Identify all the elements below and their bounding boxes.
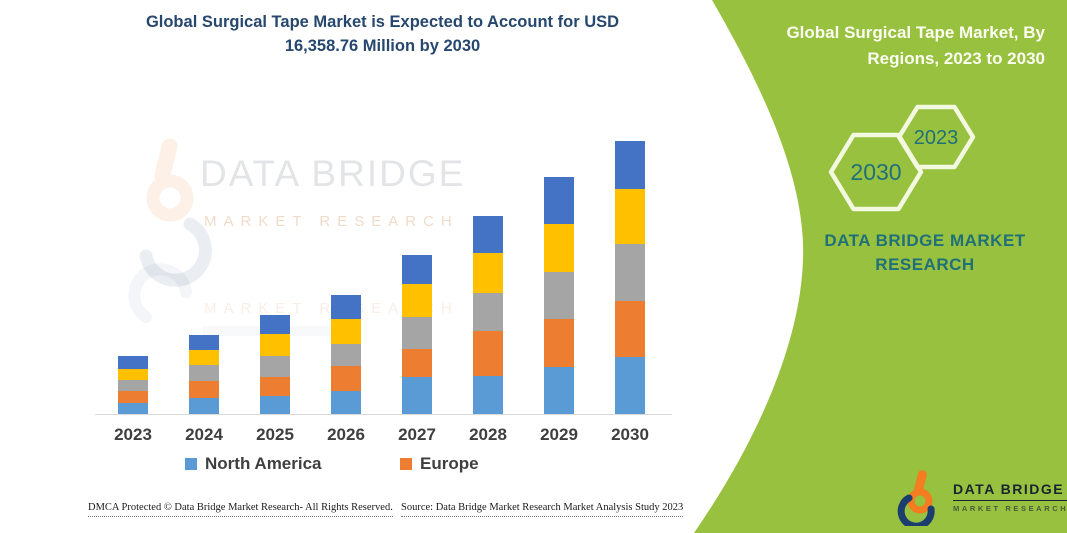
bar-2023-segment-4: [118, 369, 148, 380]
bar-2026-segment-1-north-america: [331, 390, 361, 414]
bar-2030-segment-3: [615, 243, 645, 301]
x-axis-label-2029: 2029: [540, 425, 578, 444]
bar-2024: [189, 335, 219, 414]
x-axis-line: [95, 414, 672, 415]
bar-2023-segment-5: [118, 356, 148, 369]
bar-2025-segment-2-europe: [260, 377, 290, 396]
bar-2023-segment-2-europe: [118, 391, 148, 403]
bar-2027-segment-5: [402, 255, 432, 284]
bar-2028-segment-3: [473, 292, 503, 331]
bar-2024-segment-2-europe: [189, 381, 219, 398]
chart-title: Global Surgical Tape Market is Expected …: [75, 11, 690, 59]
footer-source-text: Source: Data Bridge Market Research Mark…: [401, 502, 684, 517]
bar-2029-segment-4: [544, 223, 574, 272]
bar-2025-segment-4: [260, 333, 290, 356]
legend-item-north-america: North America: [185, 454, 322, 474]
bar-2029-segment-5: [544, 176, 574, 224]
bar-2026-segment-4: [331, 318, 361, 344]
bar-2026-segment-2-europe: [331, 365, 361, 391]
side-panel-brand-text: DATA BRIDGE MARKET RESEARCH: [800, 229, 1050, 277]
bar-2025-segment-1-north-america: [260, 395, 290, 414]
side-panel-title: Global Surgical Tape Market, By Regions,…: [760, 20, 1045, 71]
side-panel-title-line1: Global Surgical Tape Market, By: [786, 23, 1045, 42]
bar-2030: [615, 140, 645, 414]
bar-2028-segment-2-europe: [473, 330, 503, 376]
data-bridge-logo: DATA BRIDGE MARKET RESEARCH: [893, 466, 1067, 528]
logo-sub-text: MARKET RESEARCH: [953, 504, 1067, 513]
bar-2027: [402, 255, 432, 414]
x-axis-label-2030: 2030: [611, 425, 649, 444]
hexagon-2023-label: 2023: [914, 127, 959, 149]
chart-legend: North America Europe: [95, 454, 672, 478]
bar-2030-segment-5: [615, 140, 645, 189]
bar-chart-plot-area: 2023 2024 2025 2026 2027 2028 2029 2030: [95, 134, 672, 444]
bar-2030-segment-4: [615, 188, 645, 244]
bar-2025: [260, 314, 290, 414]
legend-swatch-north-america: [185, 458, 197, 470]
bar-2030-segment-1-north-america: [615, 356, 645, 414]
chart-title-line1: Global Surgical Tape Market is Expected …: [145, 13, 620, 31]
bar-2028-segment-5: [473, 215, 503, 253]
side-panel-brand-line2: RESEARCH: [875, 254, 975, 274]
bar-2027-segment-3: [402, 317, 432, 349]
legend-item-europe: Europe: [400, 454, 479, 474]
bar-2025-segment-5: [260, 314, 290, 334]
hexagon-2023-outline: [896, 104, 976, 170]
bar-2024-segment-1-north-america: [189, 398, 219, 414]
legend-swatch-europe: [400, 458, 412, 470]
bar-2025-segment-3: [260, 355, 290, 378]
bar-2024-segment-5: [189, 335, 219, 350]
bar-2023-segment-1-north-america: [118, 403, 148, 414]
bar-2026-segment-3: [331, 343, 361, 366]
bar-2029-segment-1-north-america: [544, 366, 574, 414]
bar-2023: [118, 356, 148, 414]
legend-label-europe: Europe: [420, 454, 479, 473]
hexagon-2030-outline: [828, 132, 924, 212]
side-panel-brand-line1: DATA BRIDGE MARKET: [824, 231, 1026, 250]
chart-title-line2: 16,358.76 Million by 2030: [284, 36, 481, 55]
bar-2028-segment-4: [473, 252, 503, 293]
x-axis-label-2027: 2027: [398, 425, 436, 444]
data-bridge-logo-icon: [897, 470, 935, 526]
bar-2026-segment-5: [331, 294, 361, 319]
legend-label-north-america: North America: [205, 454, 322, 473]
x-axis-label-2026: 2026: [327, 425, 365, 444]
bar-2030-segment-2-europe: [615, 300, 645, 357]
bar-2028-segment-1-north-america: [473, 376, 503, 414]
x-axis-label-2024: 2024: [185, 425, 223, 444]
bar-2028: [473, 215, 503, 414]
bar-2024-segment-3: [189, 365, 219, 381]
x-axis-label-2025: 2025: [256, 425, 294, 444]
bar-2029-segment-2-europe: [544, 318, 574, 367]
side-panel-title-line2: Regions, 2023 to 2030: [867, 48, 1045, 68]
bar-2024-segment-4: [189, 350, 219, 365]
bar-2026: [331, 294, 361, 414]
bar-2027-segment-2-europe: [402, 348, 432, 378]
bar-2023-segment-3: [118, 380, 148, 391]
x-axis-label-2028: 2028: [469, 425, 507, 444]
bar-2029: [544, 176, 574, 414]
bar-2029-segment-3: [544, 271, 574, 319]
logo-title-text: DATA BRIDGE: [953, 481, 1067, 501]
bar-2027-segment-4: [402, 283, 432, 318]
bar-2027-segment-1-north-america: [402, 377, 432, 414]
footer-dmca-text: DMCA Protected © Data Bridge Market Rese…: [88, 502, 393, 517]
x-axis-label-2023: 2023: [114, 425, 152, 444]
hexagon-2030-label: 2030: [850, 159, 901, 185]
